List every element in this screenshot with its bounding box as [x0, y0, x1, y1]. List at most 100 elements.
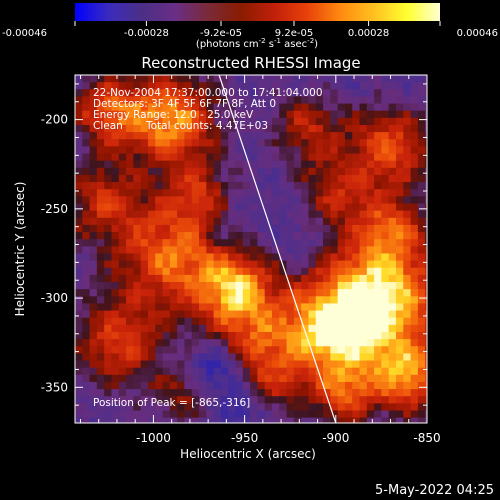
heatmap-cell	[381, 146, 390, 155]
heatmap-cell	[147, 381, 156, 390]
heatmap-cell	[155, 124, 164, 133]
heatmap-cell	[220, 160, 229, 169]
heatmap-cell	[425, 89, 427, 98]
heatmap-cell	[111, 389, 120, 397]
heatmap-cell	[315, 403, 324, 412]
heatmap-cell	[133, 303, 142, 312]
heatmap-cell	[337, 210, 346, 219]
heatmap-cell	[213, 89, 222, 98]
heatmap-cell	[169, 160, 178, 169]
heatmap-cell	[104, 89, 113, 98]
heatmap-cell	[417, 296, 426, 305]
heatmap-cell	[206, 346, 215, 355]
heatmap-cell	[133, 353, 142, 362]
heatmap-cell	[133, 203, 142, 212]
heatmap-cell	[126, 239, 134, 247]
heatmap-cell	[104, 274, 113, 283]
heatmap-cell	[89, 282, 98, 290]
heatmap-cell	[264, 274, 273, 283]
heatmap-cell	[395, 117, 404, 126]
heatmap-cell	[337, 339, 346, 347]
heatmap-cell	[199, 103, 207, 112]
heatmap-cell	[388, 274, 397, 283]
heatmap-cell	[366, 124, 375, 133]
heatmap-cell	[126, 396, 134, 404]
heatmap-cell	[359, 82, 368, 90]
heatmap-cell	[118, 160, 127, 169]
heatmap-cell	[89, 146, 98, 155]
heatmap-cell	[199, 182, 207, 190]
heatmap-cell	[344, 196, 353, 205]
heatmap-cell	[118, 217, 127, 226]
heatmap-cell	[425, 389, 427, 397]
heatmap-cell	[315, 117, 324, 126]
heatmap-cell	[184, 296, 193, 305]
heatmap-cell	[323, 146, 331, 155]
heatmap-cell	[403, 367, 412, 376]
heatmap-cell	[133, 117, 142, 126]
heatmap-cell	[381, 274, 390, 283]
heatmap-cell	[293, 160, 302, 169]
heatmap-cell	[133, 89, 142, 98]
heatmap-cell	[264, 296, 273, 305]
heatmap-cell	[344, 210, 353, 219]
heatmap-cell	[118, 260, 127, 269]
heatmap-cell	[403, 196, 412, 205]
heatmap-cell	[169, 75, 178, 83]
heatmap-cell	[220, 303, 229, 312]
heatmap-cell	[417, 303, 426, 312]
heatmap-cell	[133, 417, 142, 423]
heatmap-cell	[177, 110, 186, 119]
heatmap-cell	[425, 153, 427, 162]
heatmap-cell	[162, 367, 171, 376]
heatmap-cell	[308, 417, 317, 423]
heatmap-cell	[155, 232, 164, 240]
heatmap-cell	[271, 103, 280, 112]
heatmap-cell	[344, 146, 353, 155]
heatmap-cell	[301, 317, 310, 326]
heatmap-cell	[308, 153, 317, 162]
heatmap-cell	[140, 96, 149, 105]
heatmap-cell	[199, 189, 207, 197]
heatmap-cell	[96, 210, 105, 219]
heatmap-cell	[169, 367, 178, 376]
heatmap-cell	[126, 374, 134, 383]
heatmap-cell	[301, 381, 310, 390]
heatmap-cell	[308, 132, 317, 140]
heatmap-cell	[264, 331, 273, 340]
heatmap-cell	[126, 346, 134, 355]
heatmap-cell	[264, 360, 273, 369]
heatmap-cell	[352, 403, 361, 412]
heatmap-cell	[206, 174, 215, 183]
heatmap-cell	[271, 189, 280, 197]
heatmap-cell	[162, 182, 171, 190]
heatmap-cell	[403, 239, 412, 247]
heatmap-cell	[381, 167, 390, 176]
heatmap-cell	[410, 174, 419, 183]
heatmap-cell	[374, 253, 383, 262]
heatmap-cell	[220, 182, 229, 190]
heatmap-cell	[308, 317, 317, 326]
heatmap-cell	[250, 339, 258, 347]
heatmap-cell	[308, 82, 317, 90]
heatmap-cell	[140, 167, 149, 176]
heatmap-cell	[147, 253, 156, 262]
heatmap-cell	[337, 189, 346, 197]
heatmap-cell	[395, 260, 404, 269]
heatmap-cell	[264, 282, 273, 290]
heatmap-cell	[206, 410, 215, 419]
heatmap-cell	[301, 389, 310, 397]
heatmap-cell	[206, 224, 215, 233]
heatmap-cell	[140, 403, 149, 412]
heatmap-cell	[191, 217, 200, 226]
heatmap-cell	[82, 381, 91, 390]
heatmap-cell	[250, 260, 258, 269]
heatmap-cell	[191, 182, 200, 190]
heatmap-cell	[206, 103, 215, 112]
heatmap-cell	[206, 403, 215, 412]
heatmap-cell	[315, 246, 324, 255]
heatmap-cell	[184, 310, 193, 319]
colorbar-tick-label: -0.00046	[2, 28, 47, 39]
heatmap-cell	[301, 224, 310, 233]
heatmap-cell	[352, 96, 361, 105]
